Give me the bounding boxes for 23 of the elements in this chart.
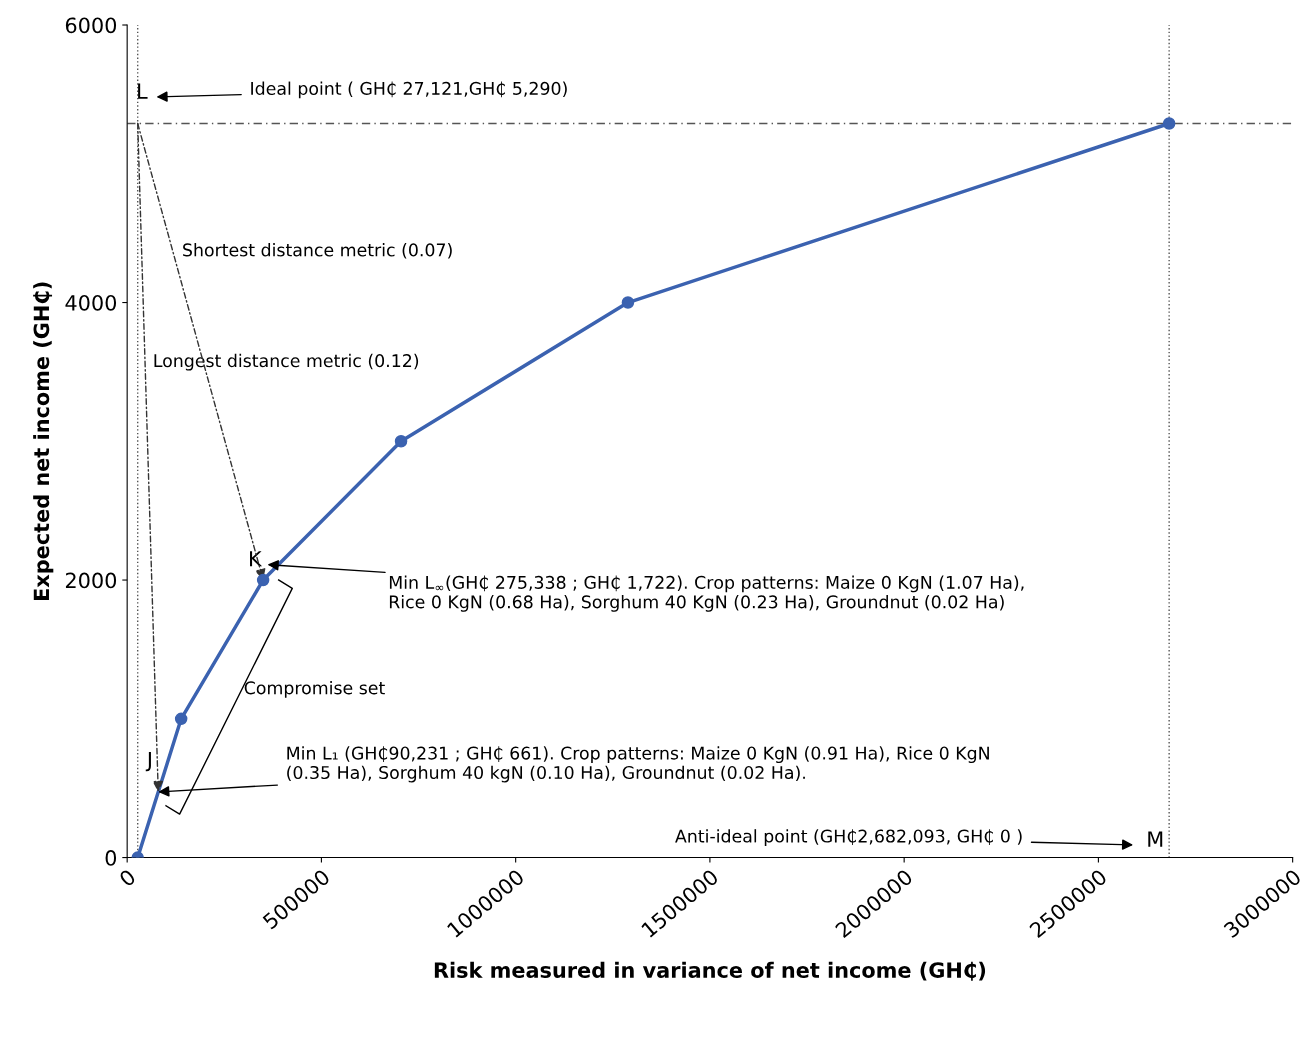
annotation: K xyxy=(250,551,263,567)
annotation: Shortest distance metric (0.07) xyxy=(183,243,452,259)
x-axis-title: Risk measured in variance of net income (GH₵) xyxy=(434,961,986,981)
annotation: L xyxy=(138,83,148,99)
y-tick-label: 4000 xyxy=(65,294,117,311)
point xyxy=(394,435,408,448)
annotation: Longest distance metric (0.12) xyxy=(154,353,419,371)
y-tick-label: 2000 xyxy=(65,572,117,589)
point xyxy=(174,712,188,726)
annotation: Ideal point ( GH₵ 27,121,GH₵ 5,290) xyxy=(251,81,567,99)
point xyxy=(621,296,635,309)
x-tick-label: 0 xyxy=(118,868,137,888)
point xyxy=(256,573,270,587)
annotation: Compromise set xyxy=(244,680,385,698)
y-tick-label: 6000 xyxy=(65,17,117,34)
annotation: J xyxy=(145,751,151,772)
annotation: Anti-ideal point (GH₵2,682,093, GH₵ 0 ) xyxy=(675,829,1022,846)
annotation: M xyxy=(1148,831,1163,847)
point xyxy=(1162,117,1176,130)
annotation: Min L₁ (GH₵90,231 ; GH₵ 661). Crop patterns: Maize 0 KgN (0.91 Ha), Rice 0 KgN (0.35 Ha), Sorghum 40 kgN (0.10 Ha), Groundnut (0.02 Ha). xyxy=(287,746,989,783)
y-axis-title: Expected net income (GH₵) xyxy=(33,282,54,601)
annotation: Min L$_{∞}$(GH₵ 275,338 ; GH₵ 1,722). Crop patterns: Maize 0 KgN (1.07 Ha), Rice 0 KgN (0.68 Ha), Sorghum 40 KgN (0.23 Ha), Groundnut (0.02 Ha) xyxy=(389,575,1024,612)
y-tick-label: 0 xyxy=(105,850,117,866)
